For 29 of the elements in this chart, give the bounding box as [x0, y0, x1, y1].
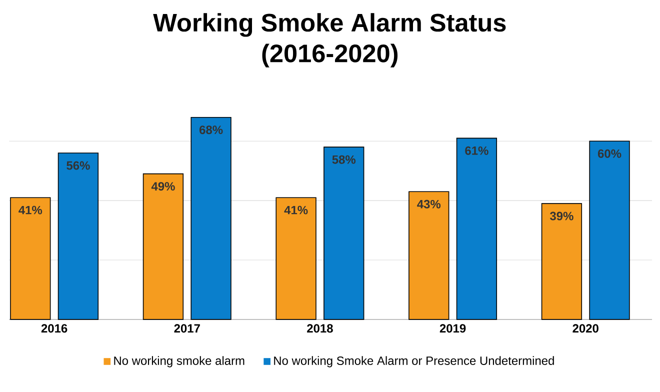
x-tick-label: 2017	[174, 324, 200, 332]
x-tick-label: 2018	[307, 324, 333, 332]
data-label: 41%	[18, 206, 42, 214]
legend-label: No working smoke alarm	[114, 356, 244, 368]
chart-title: Working Smoke Alarm Status	[153, 12, 506, 37]
x-tick-label: 2020	[572, 324, 598, 332]
data-label: 43%	[417, 200, 441, 208]
x-tick-label: 2016	[41, 324, 68, 332]
data-label: 58%	[332, 155, 356, 164]
data-label: 68%	[199, 125, 223, 134]
bar	[142, 173, 184, 320]
bar	[276, 197, 316, 320]
data-label: 56%	[66, 161, 90, 170]
bar	[190, 116, 232, 320]
data-label: 41%	[284, 206, 308, 214]
bar	[589, 140, 630, 320]
bar	[324, 146, 364, 320]
bar	[58, 152, 99, 320]
bar	[456, 138, 498, 320]
bar	[10, 197, 51, 320]
data-label: 49%	[151, 182, 175, 190]
chart-subtitle: (2016-2020)	[262, 44, 398, 68]
bar	[541, 202, 582, 320]
legend-label: No working Smoke Alarm or Presence Undetermined	[274, 356, 554, 368]
data-label: 60%	[598, 149, 622, 158]
bar	[408, 191, 450, 320]
data-label: 39%	[550, 212, 574, 220]
data-label: 61%	[465, 146, 488, 155]
x-tick-label: 2019	[440, 324, 466, 332]
